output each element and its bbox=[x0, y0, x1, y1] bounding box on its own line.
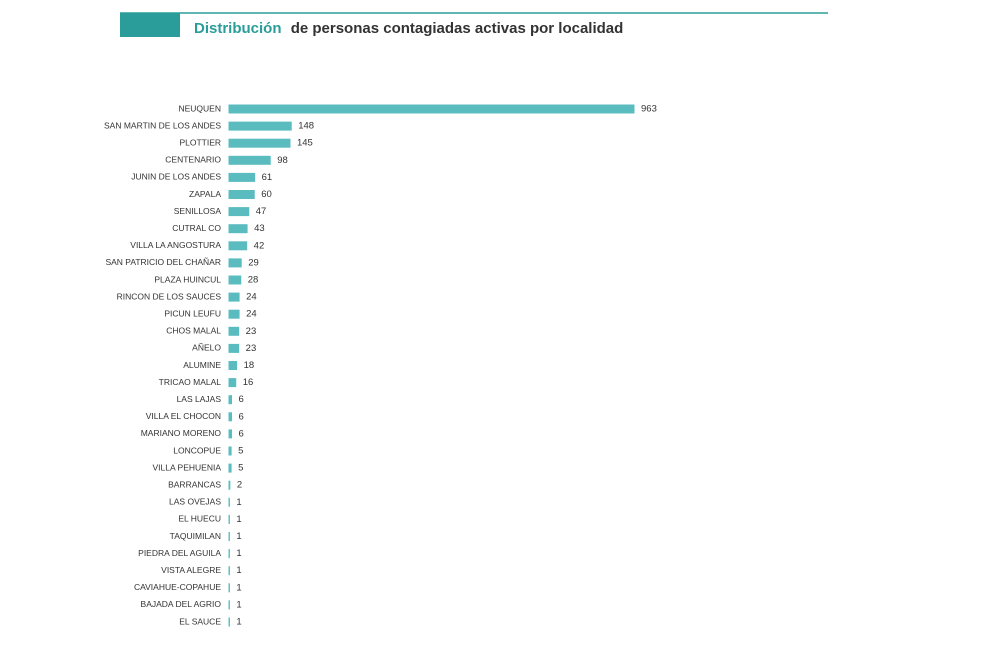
category-label: VILLA EL CHOCON bbox=[146, 411, 221, 421]
bar bbox=[229, 242, 247, 250]
bar bbox=[229, 225, 247, 233]
bar bbox=[229, 413, 232, 421]
value-label: 42 bbox=[254, 240, 265, 251]
category-label: JUNIN DE LOS ANDES bbox=[131, 172, 221, 182]
category-label: SENILLOSA bbox=[174, 206, 222, 216]
bar bbox=[229, 208, 249, 216]
category-label: ZAPALA bbox=[189, 189, 221, 199]
bar bbox=[229, 310, 239, 318]
value-label: 23 bbox=[246, 343, 257, 354]
bar bbox=[229, 191, 254, 199]
category-label: BARRANCAS bbox=[168, 479, 221, 489]
value-label: 6 bbox=[239, 394, 244, 405]
bar bbox=[229, 430, 232, 438]
value-label: 16 bbox=[243, 377, 254, 388]
category-label: CHOS MALAL bbox=[166, 326, 221, 336]
bar bbox=[229, 259, 241, 267]
bar bbox=[229, 481, 230, 489]
value-label: 1 bbox=[236, 617, 241, 628]
value-label: 23 bbox=[246, 326, 257, 337]
category-label: TRICAO MALAL bbox=[159, 377, 222, 387]
category-label: SAN PATRICIO DEL CHAÑAR bbox=[105, 257, 221, 267]
bar bbox=[229, 156, 270, 164]
category-label: VISTA ALEGRE bbox=[161, 565, 221, 575]
bar bbox=[229, 105, 634, 113]
bar bbox=[229, 293, 239, 301]
value-label: 43 bbox=[254, 223, 265, 234]
value-label: 24 bbox=[246, 309, 257, 320]
value-label: 47 bbox=[256, 206, 267, 217]
value-label: 60 bbox=[261, 189, 272, 200]
category-label: CUTRAL CO bbox=[172, 223, 221, 233]
value-label: 1 bbox=[236, 531, 241, 542]
value-label: 963 bbox=[641, 104, 657, 115]
category-label: EL SAUCE bbox=[179, 616, 221, 626]
category-label: SAN MARTIN DE LOS ANDES bbox=[104, 120, 221, 130]
category-label: NEUQUEN bbox=[178, 103, 221, 113]
value-label: 18 bbox=[244, 360, 255, 371]
value-label: 145 bbox=[297, 138, 313, 149]
bar bbox=[229, 276, 241, 284]
value-label: 1 bbox=[236, 497, 241, 508]
category-label: MARIANO MORENO bbox=[141, 428, 222, 438]
category-label: PICUN LEUFU bbox=[164, 308, 221, 318]
value-label: 61 bbox=[262, 172, 273, 183]
chart-title: Distribución de personas contagiadas act… bbox=[194, 20, 623, 37]
category-label: RINCON DE LOS SAUCES bbox=[117, 291, 222, 301]
value-label: 6 bbox=[239, 428, 244, 439]
value-label: 24 bbox=[246, 292, 257, 303]
value-label: 1 bbox=[236, 548, 241, 559]
category-label: LAS OVEJAS bbox=[169, 497, 221, 507]
value-label: 29 bbox=[248, 257, 259, 268]
bar bbox=[229, 327, 239, 335]
value-label: 28 bbox=[248, 275, 259, 286]
value-label: 148 bbox=[298, 121, 314, 132]
category-label: VILLA PEHUENIA bbox=[152, 462, 221, 472]
category-label: CENTENARIO bbox=[165, 155, 221, 165]
bar bbox=[229, 464, 231, 472]
title-rest: de personas contagiadas activas por loca… bbox=[291, 20, 624, 37]
value-label: 6 bbox=[239, 411, 244, 422]
bar bbox=[229, 447, 231, 455]
value-label: 5 bbox=[238, 446, 243, 457]
title-highlight: Distribución bbox=[194, 20, 282, 37]
category-label: EL HUECU bbox=[178, 514, 221, 524]
value-label: 1 bbox=[236, 582, 241, 593]
category-label: BAJADA DEL AGRIO bbox=[141, 599, 222, 609]
bar bbox=[229, 139, 290, 147]
category-label: CAVIAHUE-COPAHUE bbox=[134, 582, 221, 592]
bar bbox=[229, 173, 255, 181]
category-label: PIEDRA DEL AGUILA bbox=[138, 548, 221, 558]
category-label: ALUMINE bbox=[183, 360, 221, 370]
value-label: 1 bbox=[236, 514, 241, 525]
category-label: LAS LAJAS bbox=[177, 394, 222, 404]
bar bbox=[229, 379, 236, 387]
value-label: 98 bbox=[277, 155, 288, 166]
value-label: 2 bbox=[237, 480, 242, 491]
category-label: TAQUIMILAN bbox=[170, 531, 221, 541]
category-label: PLOTTIER bbox=[179, 137, 221, 147]
category-label: AÑELO bbox=[192, 343, 221, 353]
category-label: VILLA LA ANGOSTURA bbox=[130, 240, 221, 250]
bar bbox=[229, 362, 237, 370]
bar bbox=[229, 344, 239, 352]
bar bbox=[229, 396, 232, 404]
value-label: 5 bbox=[238, 463, 243, 474]
category-label: LONCOPUE bbox=[173, 445, 221, 455]
header-block bbox=[120, 13, 180, 37]
category-label: PLAZA HUINCUL bbox=[154, 274, 221, 284]
value-label: 1 bbox=[236, 599, 241, 610]
value-label: 1 bbox=[236, 565, 241, 576]
bar bbox=[229, 122, 291, 130]
